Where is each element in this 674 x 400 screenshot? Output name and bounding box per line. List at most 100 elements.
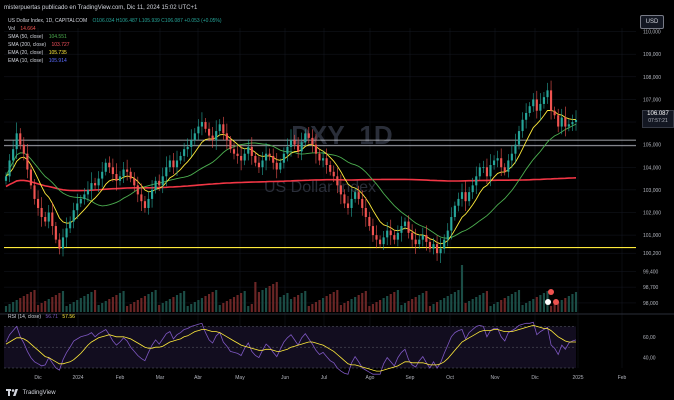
- candle-body[interactable]: [514, 144, 517, 154]
- candle-body[interactable]: [528, 106, 531, 113]
- candle-body[interactable]: [478, 167, 481, 177]
- candle-body[interactable]: [357, 192, 360, 199]
- candle-body[interactable]: [507, 160, 510, 172]
- candle-body[interactable]: [557, 115, 560, 127]
- candle-body[interactable]: [343, 194, 346, 204]
- candle-body[interactable]: [133, 178, 136, 186]
- event-flag-icon[interactable]: [548, 289, 554, 295]
- sma200-line[interactable]: [5, 177, 577, 192]
- candle-body[interactable]: [382, 237, 385, 245]
- candle-body[interactable]: [126, 169, 129, 172]
- candle-body[interactable]: [236, 153, 239, 156]
- candle-body[interactable]: [535, 99, 538, 111]
- candle-body[interactable]: [489, 165, 492, 177]
- candle-body[interactable]: [378, 239, 382, 245]
- candle-body[interactable]: [289, 140, 293, 147]
- candle-body[interactable]: [175, 160, 179, 168]
- candle-body[interactable]: [393, 235, 396, 240]
- candle-body[interactable]: [229, 140, 232, 150]
- candle-body[interactable]: [464, 192, 467, 202]
- candle-body[interactable]: [118, 176, 122, 181]
- candle-body[interactable]: [111, 167, 114, 175]
- candle-body[interactable]: [336, 176, 339, 186]
- candle-body[interactable]: [539, 103, 542, 111]
- earnings-event-icon[interactable]: [553, 299, 559, 305]
- candle-body[interactable]: [403, 221, 407, 227]
- candle-body[interactable]: [29, 169, 33, 186]
- candle-body[interactable]: [453, 205, 456, 218]
- candle-body[interactable]: [482, 167, 485, 169]
- candle-body[interactable]: [272, 155, 275, 163]
- legend-row-sma200[interactable]: SMA (200, close) 103.727: [8, 41, 222, 49]
- candle-body[interactable]: [154, 180, 157, 190]
- candle-body[interactable]: [108, 162, 111, 168]
- candle-body[interactable]: [240, 155, 243, 161]
- candle-body[interactable]: [247, 146, 250, 154]
- candle-body[interactable]: [168, 160, 171, 168]
- candle-body[interactable]: [375, 235, 378, 240]
- candle-body[interactable]: [76, 203, 79, 211]
- legend-row-ema10[interactable]: EMA (10, close) 105.914: [8, 57, 222, 65]
- candle-body[interactable]: [503, 167, 506, 172]
- candle-body[interactable]: [475, 176, 478, 186]
- candle-body[interactable]: [101, 171, 104, 179]
- candle-body[interactable]: [450, 217, 453, 231]
- candle-body[interactable]: [297, 144, 300, 152]
- candle-body[interactable]: [15, 133, 18, 150]
- candle-body[interactable]: [200, 122, 204, 127]
- candle-body[interactable]: [354, 192, 357, 199]
- candle-body[interactable]: [435, 244, 439, 254]
- candle-body[interactable]: [264, 153, 268, 161]
- candle-body[interactable]: [115, 174, 118, 181]
- candle-body[interactable]: [165, 167, 168, 177]
- candle-body[interactable]: [414, 239, 417, 245]
- candle-body[interactable]: [485, 167, 489, 177]
- candle-body[interactable]: [93, 183, 97, 186]
- candle-body[interactable]: [65, 228, 68, 238]
- candle-body[interactable]: [314, 144, 318, 154]
- candle-body[interactable]: [361, 198, 364, 208]
- legend-row-ema20[interactable]: EMA (20, close) 105.735: [8, 49, 222, 57]
- candle-body[interactable]: [546, 90, 549, 98]
- candle-body[interactable]: [254, 155, 257, 163]
- candle-body[interactable]: [86, 189, 90, 195]
- candle-body[interactable]: [407, 221, 410, 233]
- candle-body[interactable]: [58, 239, 61, 249]
- candle-body[interactable]: [72, 210, 75, 222]
- candle-body[interactable]: [492, 160, 496, 165]
- candle-body[interactable]: [574, 119, 578, 123]
- candle-body[interactable]: [79, 198, 82, 204]
- candle-body[interactable]: [275, 162, 278, 170]
- candle-body[interactable]: [368, 217, 371, 227]
- candle-body[interactable]: [293, 140, 296, 145]
- candle-body[interactable]: [325, 158, 328, 165]
- candle-body[interactable]: [172, 160, 175, 168]
- candle-body[interactable]: [304, 133, 307, 143]
- candle-body[interactable]: [83, 194, 86, 199]
- candle-body[interactable]: [36, 198, 40, 208]
- candle-body[interactable]: [218, 124, 221, 132]
- candle-body[interactable]: [190, 140, 193, 147]
- candle-body[interactable]: [421, 235, 424, 240]
- candle-body[interactable]: [40, 207, 43, 218]
- legend-row-vol[interactable]: Vol 14.664: [8, 25, 222, 33]
- candle-body[interactable]: [307, 133, 310, 138]
- currency-button[interactable]: USD: [640, 15, 664, 29]
- candle-body[interactable]: [329, 165, 332, 172]
- candle-body[interactable]: [215, 131, 218, 141]
- candle-body[interactable]: [496, 158, 499, 161]
- candle-body[interactable]: [332, 171, 335, 177]
- candle-body[interactable]: [12, 149, 15, 161]
- candle-body[interactable]: [350, 198, 353, 208]
- candle-body[interactable]: [346, 203, 350, 208]
- candle-body[interactable]: [129, 171, 132, 179]
- tradingview-brand[interactable]: TradingView: [6, 387, 56, 399]
- candle-body[interactable]: [183, 149, 186, 156]
- candle-body[interactable]: [571, 122, 574, 125]
- candle-body[interactable]: [243, 153, 246, 161]
- candle-body[interactable]: [411, 232, 414, 240]
- candle-body[interactable]: [250, 146, 253, 156]
- candle-body[interactable]: [428, 241, 432, 249]
- candle-body[interactable]: [268, 153, 271, 156]
